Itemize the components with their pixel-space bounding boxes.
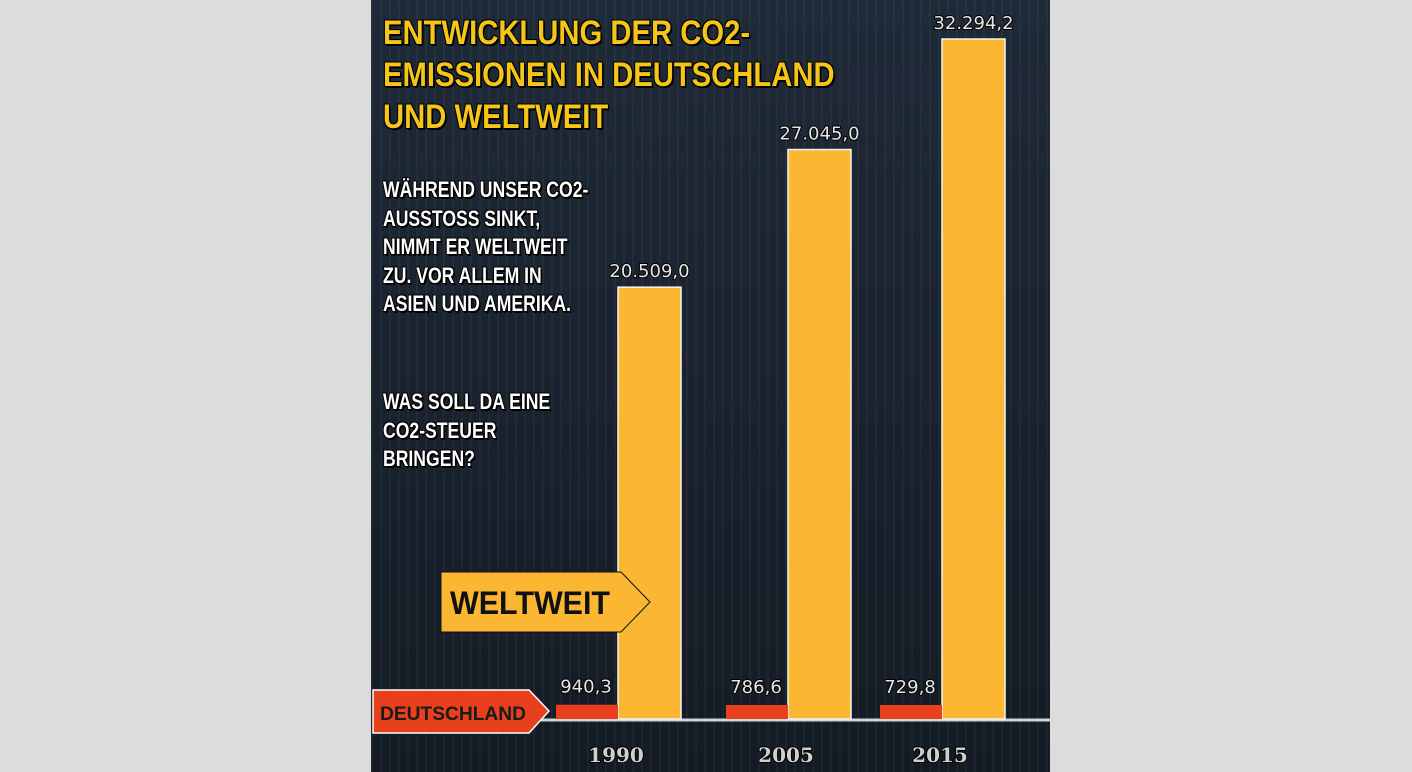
value-label-deutschland-2015: 729,8 xyxy=(884,677,936,698)
value-label-deutschland-2005: 786,6 xyxy=(730,677,782,698)
bar-weltweit-2015 xyxy=(941,38,1006,720)
value-label-weltweit-2005: 27.045,0 xyxy=(779,124,859,145)
bar-deutschland-1990 xyxy=(556,704,618,719)
subtitle-paragraph: WÄHREND UNSER CO2-AUSSTOSS SINKT, NIMMT … xyxy=(383,177,589,316)
question-paragraph: WAS SOLL DA EINE CO2-STEUER BRINGEN? xyxy=(383,389,551,471)
bar-weltweit-2005 xyxy=(787,148,852,720)
bar-deutschland-2005 xyxy=(726,705,788,719)
legend-tag-weltweit xyxy=(440,571,651,633)
value-label-deutschland-1990: 940,3 xyxy=(560,677,612,698)
legend-tag-deutschland xyxy=(372,689,551,734)
tick-label-1990: 1990 xyxy=(588,743,644,767)
bar-chart: 20.509,0 940,3 1990 27.045,0 786,6 2005 32.294… xyxy=(372,12,1050,768)
tick-label-2005: 2005 xyxy=(758,743,814,767)
bar-deutschland-2015 xyxy=(880,705,942,719)
tick-label-2015: 2015 xyxy=(912,743,968,767)
legend-label-weltweit: WELTWEIT xyxy=(450,585,610,621)
value-label-weltweit-2015: 32.294,2 xyxy=(933,13,1013,34)
chart-title: ENTWICKLUNG DER CO2- EMISSIONEN IN DEUTSC… xyxy=(383,14,835,136)
legend-label-deutschland: DEUTSCHLAND xyxy=(380,704,526,725)
value-label-weltweit-1990: 20.509,0 xyxy=(609,261,689,282)
bar-weltweit-1990 xyxy=(617,286,682,720)
poster: ENTWICKLUNG DER CO2- EMISSIONEN IN DEUTSC… xyxy=(371,0,1050,772)
